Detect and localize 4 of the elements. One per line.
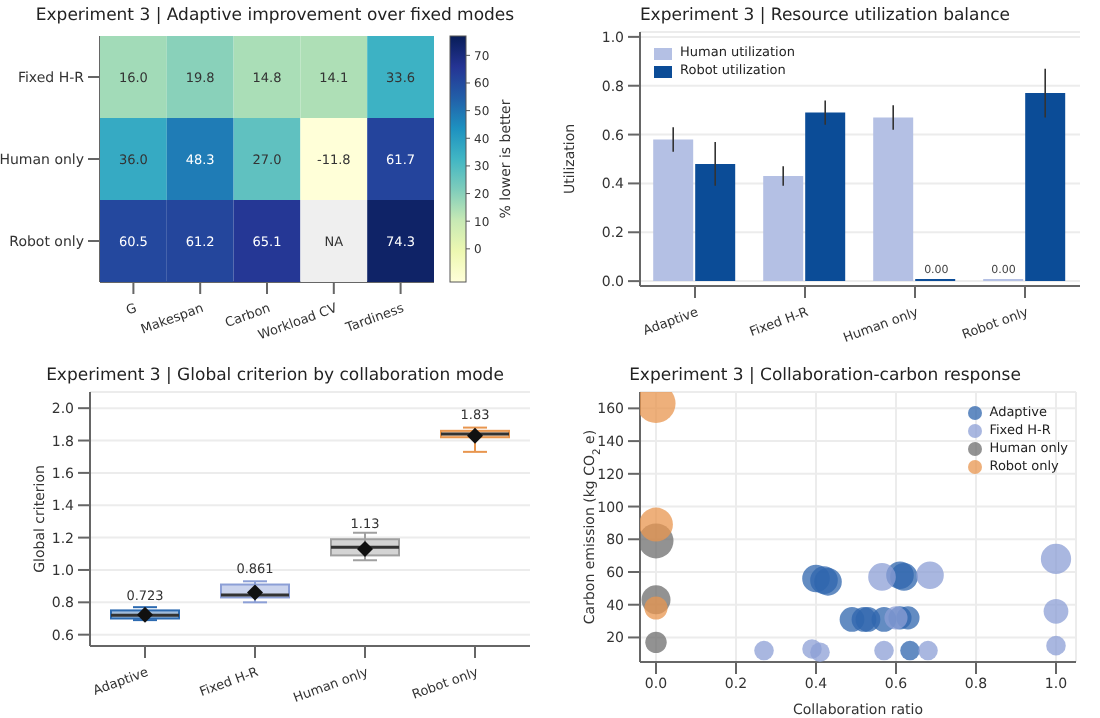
chart-title: Experiment 3 | Resource utilization balance (637, 6, 1013, 26)
chart-title: Experiment 3 | Adaptive improvement over fixed modes (33, 6, 517, 26)
chart-title: Experiment 3 | Collaboration-carbon response (627, 366, 1023, 386)
chart-title: Experiment 3 | Global criterion by collaboration mode (44, 366, 506, 386)
